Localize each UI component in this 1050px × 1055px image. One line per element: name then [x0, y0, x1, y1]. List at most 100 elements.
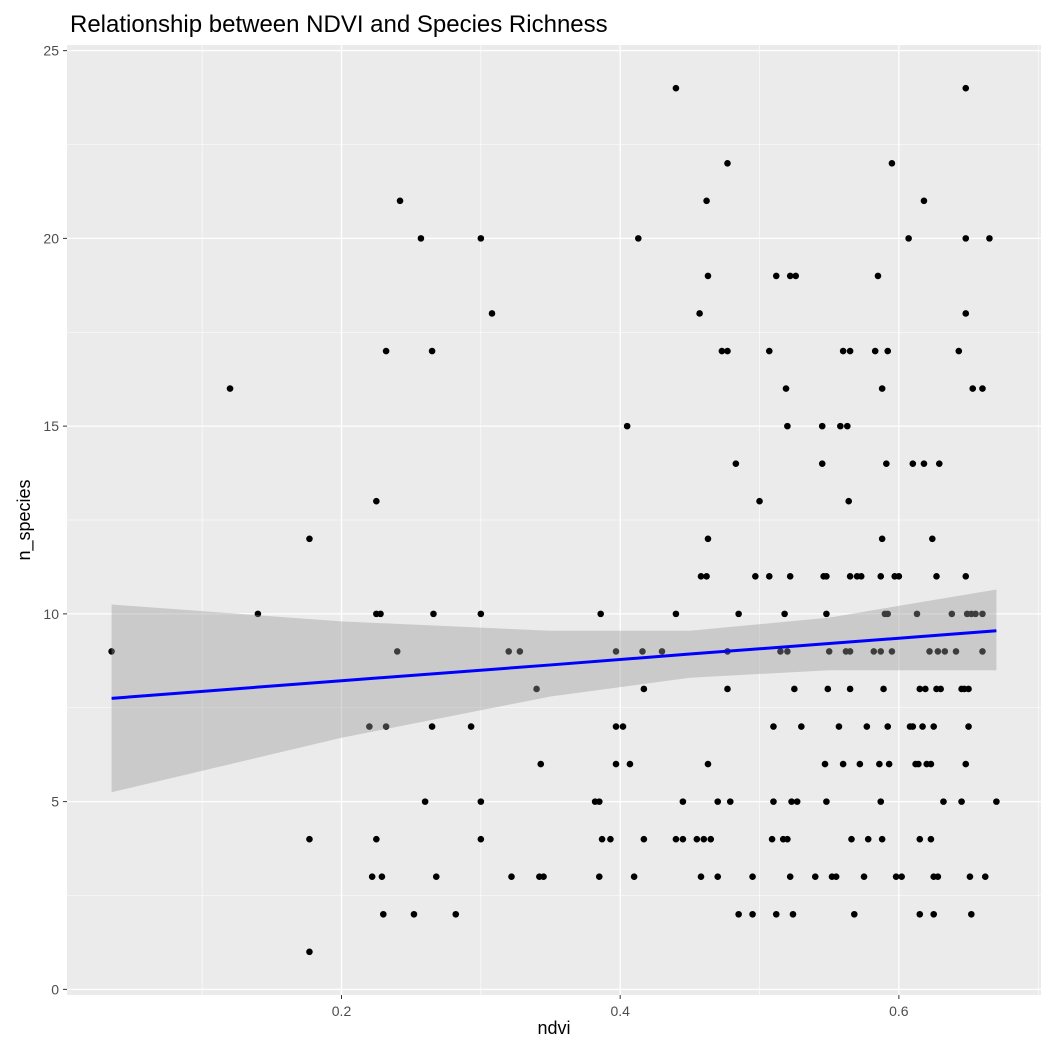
point: [703, 573, 710, 580]
point: [934, 873, 942, 881]
point: [916, 685, 924, 693]
point: [839, 760, 847, 768]
point: [714, 798, 722, 805]
point: [396, 197, 404, 205]
x-tick-label: 0.6: [889, 1003, 909, 1019]
point: [772, 272, 780, 280]
point: [883, 460, 890, 467]
point: [844, 422, 851, 430]
y-tick-label: 0: [51, 981, 59, 997]
point: [533, 685, 540, 693]
point: [941, 648, 949, 655]
point: [626, 760, 634, 768]
point: [607, 835, 614, 843]
point: [933, 573, 940, 580]
point: [700, 835, 708, 843]
point: [962, 235, 970, 242]
point: [825, 648, 833, 655]
point: [623, 422, 631, 430]
point: [724, 347, 731, 355]
point: [640, 835, 648, 843]
point: [784, 648, 791, 655]
point: [377, 610, 384, 618]
point: [909, 723, 917, 730]
point: [884, 347, 892, 355]
point: [724, 685, 731, 693]
point: [916, 835, 924, 843]
point: [366, 723, 373, 730]
point: [714, 873, 722, 881]
point: [672, 835, 680, 843]
point: [508, 873, 515, 881]
point: [792, 272, 800, 280]
point: [777, 648, 784, 655]
point: [505, 648, 513, 655]
point: [765, 347, 773, 355]
point: [968, 910, 975, 918]
point: [871, 347, 879, 355]
point: [955, 347, 963, 355]
point: [878, 385, 886, 392]
point: [878, 835, 886, 843]
point: [926, 648, 933, 655]
point: [919, 723, 926, 730]
point: [382, 723, 390, 730]
y-tick-label: 15: [43, 418, 59, 434]
point: [735, 910, 742, 918]
point: [846, 573, 854, 580]
point: [718, 347, 726, 355]
point: [672, 610, 680, 618]
point: [811, 873, 819, 881]
point: [672, 84, 680, 92]
point: [832, 873, 840, 881]
point: [916, 910, 924, 918]
y-axis-label: n_species: [14, 479, 35, 560]
point: [929, 535, 936, 543]
point: [909, 460, 917, 467]
point: [823, 610, 830, 618]
point: [972, 610, 979, 618]
point: [430, 610, 437, 618]
point: [835, 723, 843, 730]
point: [979, 385, 986, 392]
point: [782, 385, 790, 392]
point: [798, 723, 805, 730]
point: [856, 760, 864, 768]
point: [786, 873, 794, 881]
point: [597, 610, 604, 618]
point: [884, 610, 892, 618]
point: [765, 573, 773, 580]
point: [986, 235, 993, 242]
point: [892, 873, 900, 881]
point: [726, 798, 734, 805]
point: [905, 235, 912, 242]
point: [784, 835, 791, 843]
point: [913, 610, 921, 618]
point: [679, 798, 687, 805]
point: [920, 197, 928, 205]
point: [788, 798, 795, 805]
point: [884, 723, 892, 730]
point: [467, 723, 475, 730]
point: [920, 460, 928, 467]
point: [823, 573, 830, 580]
point: [697, 873, 705, 881]
point: [612, 723, 620, 730]
point: [749, 873, 756, 881]
point: [540, 873, 547, 881]
point: [595, 873, 603, 881]
point: [979, 610, 986, 618]
point: [612, 760, 620, 768]
point: [952, 648, 960, 655]
y-tick-label: 10: [43, 606, 59, 622]
x-tick-label: 0.2: [332, 1003, 352, 1019]
point: [791, 685, 798, 693]
point: [373, 835, 380, 843]
point: [752, 573, 759, 580]
point: [965, 723, 972, 730]
point: [962, 573, 970, 580]
point: [948, 610, 956, 618]
point: [993, 798, 1000, 805]
point: [697, 573, 705, 580]
point: [306, 948, 313, 956]
